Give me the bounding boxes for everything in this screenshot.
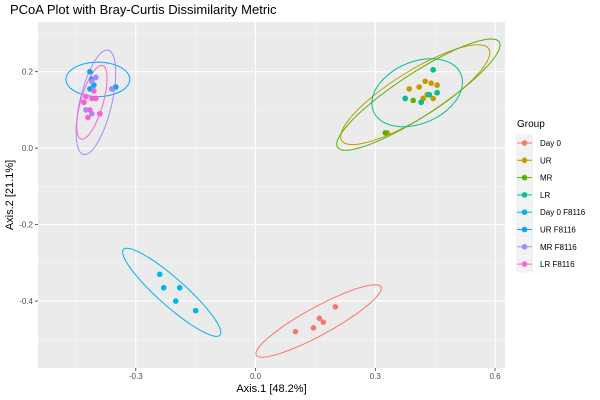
point-mr [382,130,389,136]
point-lr [402,95,409,102]
point-ur [422,78,428,85]
legend: Group Day 0 UR MR LR Day 0 F8116 UR F8116 MR F… [516,119,586,273]
legend-label-ur: UR [540,156,552,165]
point-lr-f8116 [91,88,97,94]
point-lr-f8116 [85,114,91,121]
y-tick-label: -0.4 [19,297,33,306]
point-lr-f8116 [87,107,93,113]
legend-key-point [521,140,528,146]
legend-key-point [521,174,528,181]
y-tick-label: 0.2 [22,68,34,77]
legend-label-mr: MR [540,174,553,183]
point-ur [434,82,440,88]
ellipse-lr-f8116 [76,64,108,140]
point-lr-f8116 [93,95,99,102]
legend-label-lr-f8116: LR F8116 [540,260,575,269]
ellipse-day-0 [255,284,382,358]
point-ur-f8116 [87,68,93,75]
legend-label-day-0: Day 0 [540,139,561,148]
point-ur [428,80,434,86]
legend-label-day-0-f8116: Day 0 F8116 [540,208,586,217]
legend-key-point [521,209,528,215]
point-lr-f8116 [81,99,87,106]
point-day-0-f8116 [156,271,163,278]
point-day-0-f8116 [160,284,167,291]
ellipse-day-0-f8116 [122,247,222,337]
point-mr-f8116 [93,74,99,81]
point-ur [416,84,422,90]
point-day-0-f8116 [172,298,179,304]
point-mr-f8116 [109,86,115,92]
point-ur [430,95,436,102]
point-day-0 [332,304,339,310]
y-tick-label: 0.0 [22,144,34,153]
x-axis-title: Axis.1 [48.2%] [236,383,306,395]
legend-label-lr: LR [540,191,550,200]
point-mr [410,97,416,104]
legend-key-point [521,192,528,198]
minor-gridlines [38,22,505,368]
axis-ticks: -0.3 0.0 0.3 0.6 0.2 0.0 -0.2 -0.4 [19,68,501,381]
point-day-0 [292,328,299,335]
point-lr-f8116 [97,110,103,117]
legend-key-point [521,261,528,267]
x-tick-label: 0.3 [370,372,382,381]
chart-title: PCoA Plot with Bray-Curtis Dissimilarity… [10,2,277,17]
point-lr-f8116 [83,93,89,100]
point-day-0 [316,315,323,322]
legend-label-mr-f8116: MR F8116 [540,243,577,252]
point-lr [426,91,432,98]
ellipse-lr [371,58,464,128]
legend-key-point [521,244,528,250]
legend-title: Group [517,119,545,130]
point-day-0-f8116 [176,284,183,291]
major-gridlines [38,22,505,368]
legend-label-ur-f8116: UR F8116 [540,226,576,235]
point-ur [406,86,413,92]
point-day-0 [310,325,317,331]
data-points [81,66,440,335]
legend-key-point [521,157,528,164]
y-tick-label: -0.2 [19,221,33,230]
point-mr-f8116 [83,107,89,113]
point-lr [434,89,440,96]
point-day-0 [320,319,327,325]
point-lr-f8116 [89,95,95,102]
x-tick-label: 0.6 [489,372,501,381]
x-tick-label: -0.3 [129,372,143,381]
point-day-0-f8116 [192,307,199,314]
ellipse-mr [336,38,501,151]
point-mr-f8116 [89,78,95,85]
x-tick-label: 0.0 [250,372,262,381]
y-axis-title: Axis.2 [21.1%] [4,160,16,230]
point-lr [418,99,424,106]
legend-key-point [521,226,528,233]
point-lr [430,66,436,73]
